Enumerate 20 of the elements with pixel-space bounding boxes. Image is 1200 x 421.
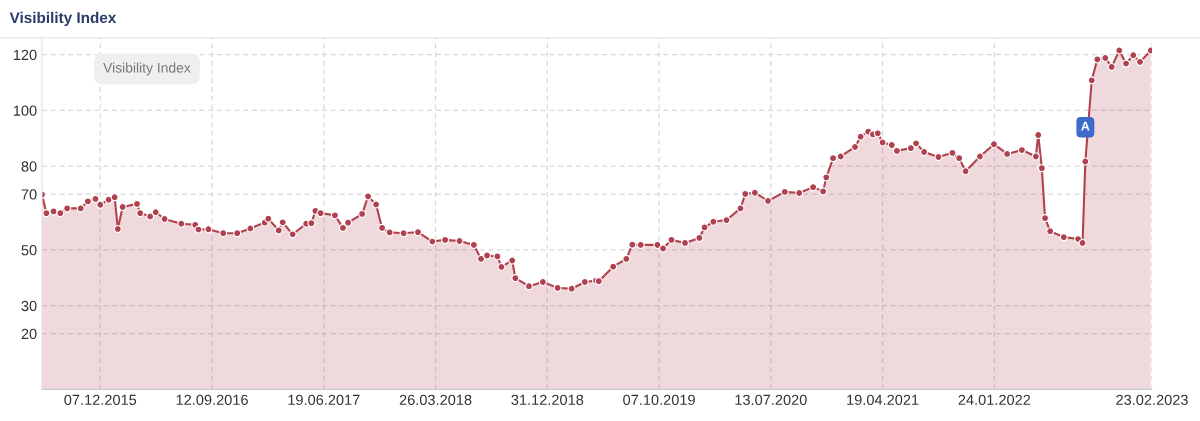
y-tick-label: 120	[13, 49, 37, 61]
x-tick-label: 12.09.2016	[176, 394, 248, 405]
annotation: A	[1081, 121, 1090, 131]
x-tick-label: 24.01.2022	[958, 394, 1031, 405]
y-tick-label: 50	[21, 245, 37, 256]
x-tick-label: 23.02.2023	[1116, 394, 1188, 405]
x-tick-label: 19.04.2021	[847, 394, 919, 405]
y-tick-label: 100	[13, 105, 37, 116]
y-tick-label: 30	[21, 300, 37, 312]
annotation: Visibility Index	[103, 62, 191, 76]
x-tick-label: 07.10.2019	[623, 394, 695, 405]
y-tick-label: 80	[21, 161, 37, 172]
y-tick-label: 20	[21, 328, 37, 340]
x-tick-label: 19.06.2017	[288, 394, 360, 405]
x-tick-label: 07.12.2015	[64, 394, 137, 405]
x-tick-label: 31.12.2018	[511, 394, 584, 405]
y-tick-label: 70	[21, 189, 37, 200]
x-tick-label: 26.03.2018	[399, 394, 472, 405]
chart-title: Visibility Index	[9, 11, 117, 27]
x-tick-label: 13.07.2020	[735, 394, 807, 405]
